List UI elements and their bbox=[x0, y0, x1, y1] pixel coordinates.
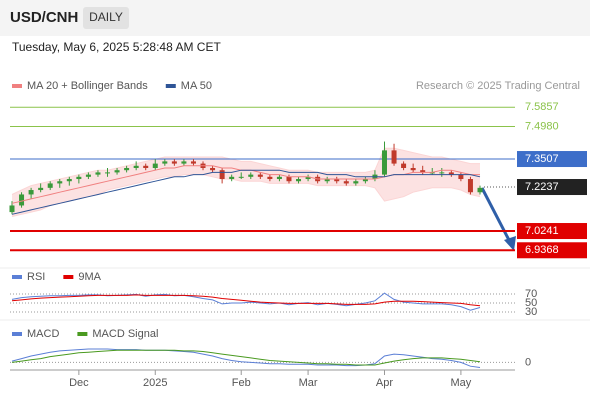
forecast-arrow bbox=[480, 187, 512, 243]
candle-body bbox=[38, 187, 44, 191]
candle-body bbox=[429, 172, 435, 174]
level-label: 7.5857 bbox=[525, 101, 559, 113]
x-tick-label: Apr bbox=[376, 377, 393, 389]
candle-body bbox=[362, 179, 368, 182]
candle-body bbox=[105, 172, 111, 174]
legend-label: 9MA bbox=[78, 271, 101, 283]
candle-body bbox=[210, 168, 216, 171]
legend-swatch bbox=[63, 275, 74, 279]
candle-body bbox=[133, 165, 139, 168]
x-tick-label: May bbox=[451, 377, 472, 389]
legend-swatch bbox=[165, 84, 176, 88]
level-label: 7.3507 bbox=[525, 153, 559, 165]
candle-body bbox=[248, 174, 254, 177]
candle-body bbox=[143, 165, 149, 168]
symbol: USD/CNH bbox=[10, 9, 78, 26]
level-label: 6.9368 bbox=[525, 244, 559, 256]
level-box bbox=[517, 179, 587, 196]
candle-body bbox=[219, 170, 225, 180]
legend-label: MACD bbox=[27, 328, 59, 340]
level-box bbox=[517, 223, 587, 240]
credit: Research © 2025 Trading Central bbox=[416, 80, 580, 92]
indicator-line bbox=[11, 169, 481, 215]
candle-body bbox=[467, 179, 473, 193]
candle-body bbox=[343, 181, 349, 184]
candle-body bbox=[124, 168, 130, 171]
candle-body bbox=[28, 190, 34, 195]
x-tick-label: 2025 bbox=[143, 377, 167, 389]
candle-body bbox=[286, 176, 292, 182]
level-box bbox=[517, 151, 587, 168]
candle-body bbox=[66, 179, 72, 182]
legend-swatch bbox=[12, 275, 22, 279]
candle-body bbox=[181, 161, 187, 164]
x-tick-label: Feb bbox=[232, 377, 251, 389]
legend-swatch bbox=[77, 332, 88, 336]
candle-body bbox=[391, 150, 397, 164]
candle-body bbox=[458, 174, 464, 180]
legend-label: MA 50 bbox=[181, 80, 212, 92]
candle-body bbox=[162, 161, 168, 164]
timestamp: Tuesday, May 6, 2025 5:28:48 AM CET bbox=[12, 40, 221, 54]
candle-body bbox=[238, 176, 244, 178]
x-tick-label: Dec bbox=[69, 377, 89, 389]
candle-body bbox=[410, 168, 416, 171]
legend-swatch bbox=[12, 84, 22, 88]
candle-body bbox=[448, 172, 454, 175]
interval-badge[interactable] bbox=[83, 7, 129, 29]
candle-body bbox=[190, 161, 196, 164]
x-tick-label: Mar bbox=[299, 377, 318, 389]
indicator-line bbox=[11, 294, 481, 307]
candle-body bbox=[57, 181, 63, 184]
y-tick-label: 30 bbox=[525, 306, 537, 318]
candle-body bbox=[229, 176, 235, 180]
candle-body bbox=[420, 170, 426, 173]
candle-body bbox=[439, 172, 445, 174]
indicator-line bbox=[11, 349, 481, 366]
candle-body bbox=[85, 174, 91, 177]
level-label: 7.4980 bbox=[525, 120, 559, 132]
candle-body bbox=[305, 176, 311, 180]
forecast-arrowhead bbox=[504, 236, 516, 251]
candle-body bbox=[19, 194, 25, 206]
bollinger-fill bbox=[12, 148, 480, 217]
level-label: 7.0241 bbox=[525, 225, 559, 237]
level-label: 7.2237 bbox=[525, 181, 559, 193]
candle-body bbox=[152, 163, 158, 168]
indicator-line bbox=[11, 348, 481, 368]
bollinger-upper bbox=[11, 147, 480, 195]
legend-label: MACD Signal bbox=[92, 328, 158, 340]
candle-body bbox=[381, 150, 387, 175]
candle-body bbox=[9, 205, 15, 213]
candle-body bbox=[296, 179, 302, 182]
candle-body bbox=[171, 161, 177, 164]
candle-body bbox=[276, 176, 282, 180]
legend-label: RSI bbox=[27, 271, 45, 283]
candle-body bbox=[76, 176, 82, 180]
y-tick-label: 0 bbox=[525, 356, 531, 368]
candle-body bbox=[114, 170, 120, 173]
y-tick-label: 50 bbox=[525, 297, 537, 309]
candle-body bbox=[95, 172, 101, 175]
candle-body bbox=[334, 179, 340, 182]
candle-body bbox=[353, 181, 359, 184]
candle-body bbox=[47, 183, 53, 188]
candle-body bbox=[477, 187, 483, 193]
candle-body bbox=[267, 176, 273, 180]
legend-label: MA 20 + Bollinger Bands bbox=[27, 80, 148, 92]
candle-body bbox=[401, 163, 407, 168]
interval[interactable]: DAILY bbox=[89, 10, 123, 24]
candle-body bbox=[257, 174, 263, 177]
y-tick-label: 70 bbox=[525, 288, 537, 300]
level-box bbox=[517, 242, 587, 259]
candle-body bbox=[324, 179, 330, 182]
legend-swatch bbox=[12, 332, 22, 336]
